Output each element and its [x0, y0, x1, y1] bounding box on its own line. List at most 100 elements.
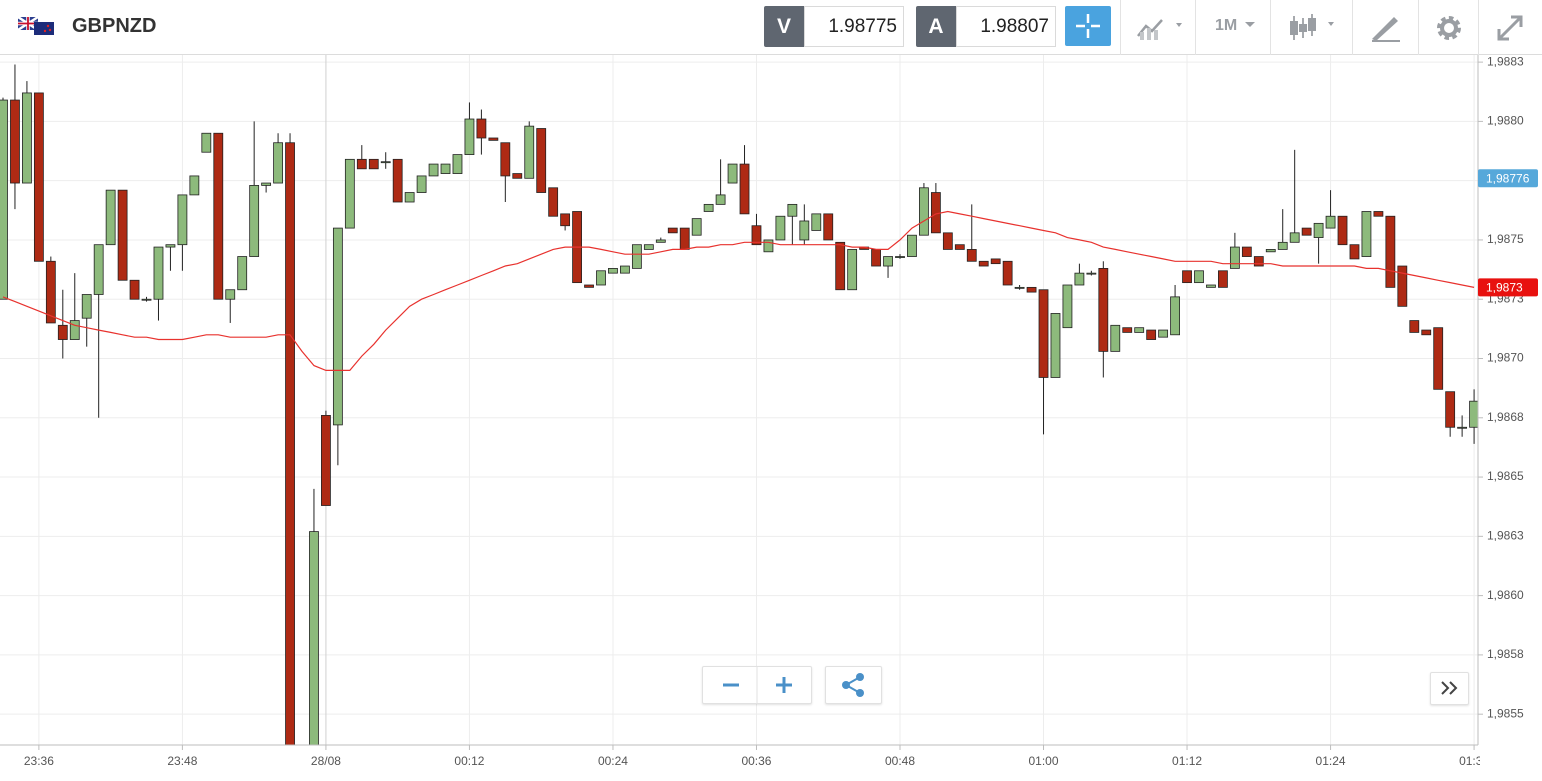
candle-body: [416, 175, 427, 193]
buy-label[interactable]: A: [916, 6, 956, 47]
candle-body: [1182, 270, 1192, 284]
share-button[interactable]: [825, 666, 882, 704]
candle-body: [1433, 327, 1444, 390]
candle-body: [560, 213, 571, 227]
draw-button[interactable]: [1370, 13, 1402, 43]
candle-body: [1050, 313, 1061, 378]
candle-body: [1206, 284, 1216, 288]
candle-body: [847, 249, 858, 291]
price-tag-label: 1,98776: [1486, 171, 1530, 185]
crosshair-button[interactable]: [1065, 6, 1111, 46]
candle-body: [1146, 329, 1157, 340]
y-tick-label: 1,9880: [1487, 114, 1524, 128]
share-icon: [842, 673, 864, 697]
candle-body: [153, 246, 164, 300]
candle-body: [1026, 286, 1037, 293]
separator: [1120, 0, 1121, 55]
candle-body: [895, 256, 905, 258]
candle-body: [835, 241, 846, 291]
candle-body: [309, 531, 319, 745]
indicators-button[interactable]: [1136, 14, 1192, 42]
buy-price[interactable]: 1.98807: [956, 6, 1056, 47]
candle-body: [1361, 211, 1372, 257]
candle-body: [715, 194, 726, 205]
x-tick-label: 01:00: [1029, 754, 1059, 768]
x-tick-label: 01:36: [1459, 754, 1489, 768]
candle-body: [739, 163, 750, 215]
x-tick-label: 28/08: [311, 754, 341, 768]
candle-body: [966, 249, 977, 262]
candle-body: [237, 256, 248, 291]
candle-body: [81, 294, 92, 319]
candle-body: [799, 220, 810, 241]
candle-body: [883, 256, 893, 267]
y-tick-label: 1,9855: [1487, 706, 1524, 720]
double-arrow-icon: [1441, 681, 1458, 695]
sell-label[interactable]: V: [764, 6, 804, 47]
candle-body: [1038, 289, 1049, 378]
candle-body: [1062, 284, 1073, 329]
candle-body: [643, 244, 654, 250]
candle-body: [321, 415, 331, 506]
x-tick-label: 23:48: [167, 754, 197, 768]
candle-body: [141, 298, 152, 301]
candle-body: [1098, 268, 1109, 352]
symbol: GBPNZD: [72, 15, 157, 37]
y-tick-label: 1,9865: [1487, 469, 1524, 483]
candle-body: [1074, 272, 1085, 286]
candle-body: [105, 189, 116, 246]
zoom-buttons[interactable]: [703, 667, 811, 703]
candle-body: [1349, 244, 1360, 260]
chart-type-button[interactable]: [1288, 12, 1344, 44]
toolbar: GBPNZD V 1.98775 A 1.98807 1M: [0, 0, 1542, 55]
x-tick-label: 23:36: [24, 754, 54, 768]
candle-body: [584, 284, 594, 288]
candle-body: [261, 182, 272, 186]
timeframe[interactable]: 1M: [1215, 17, 1238, 34]
dropdown-arrow[interactable]: [1244, 20, 1258, 30]
candle-body: [1457, 426, 1468, 429]
candle-body: [476, 118, 487, 139]
candle-body: [811, 213, 822, 231]
candle-body: [45, 260, 56, 324]
x-tick-label: 00:48: [885, 754, 915, 768]
candle-body: [380, 161, 391, 164]
candle-body: [69, 320, 80, 340]
candle-body: [177, 194, 188, 246]
candle-body: [620, 265, 630, 274]
separator: [1352, 0, 1353, 55]
y-tick-label: 1,9883: [1487, 54, 1524, 68]
candle-body: [1385, 215, 1396, 288]
price-tag-label: 1,9873: [1486, 281, 1523, 295]
candle-body: [524, 125, 535, 179]
candle-body: [775, 215, 786, 241]
candle-body: [990, 258, 1001, 265]
candle-body: [596, 270, 606, 286]
candle-body: [488, 137, 499, 141]
candle-body: [452, 154, 463, 174]
candle-body: [942, 232, 953, 250]
candle-body: [1445, 391, 1456, 428]
candle-body: [93, 244, 104, 295]
candle-body: [1086, 272, 1097, 275]
settings-button[interactable]: [1434, 13, 1464, 43]
candle-body: [344, 158, 355, 229]
candle-body: [285, 142, 295, 745]
candle-body: [404, 192, 415, 203]
candle-body: [57, 324, 68, 340]
candle-body: [679, 227, 690, 250]
scroll-right-button[interactable]: [1430, 672, 1469, 705]
x-tick-label: 00:12: [454, 754, 484, 768]
candle-body: [1265, 249, 1276, 253]
candle-body: [667, 227, 678, 234]
sell-price[interactable]: 1.98775: [804, 6, 904, 47]
x-tick-label: 00:24: [598, 754, 628, 768]
candle-body: [249, 185, 260, 257]
candle-body: [787, 203, 798, 217]
candle-body: [332, 227, 343, 426]
candle-body: [871, 249, 881, 267]
separator: [1195, 0, 1196, 55]
flag-icon: [18, 17, 54, 35]
fullscreen-button[interactable]: [1495, 13, 1525, 43]
